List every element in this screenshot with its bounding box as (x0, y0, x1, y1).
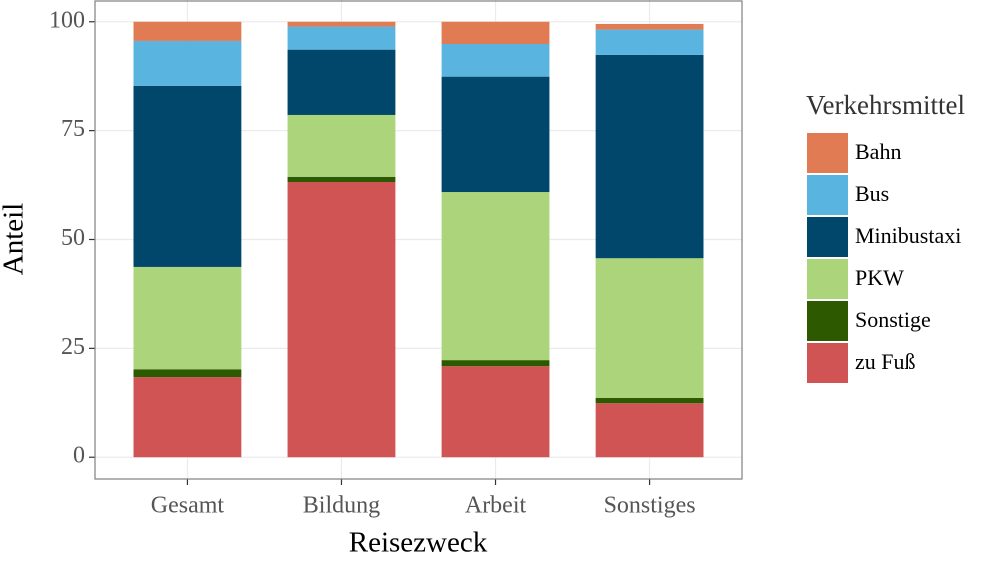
bar-segment (133, 40, 242, 86)
bar-segment (595, 398, 704, 404)
bar-segment (441, 366, 550, 458)
bar-segment (441, 21, 550, 44)
legend-title: Verkehrsmittel (806, 90, 965, 120)
bar-segment (133, 85, 242, 267)
bar-segment (287, 21, 396, 27)
bar-segment (441, 192, 550, 361)
y-axis-title: Anteil (0, 203, 30, 276)
bar-segment (595, 23, 704, 30)
bar-segment (133, 21, 242, 41)
bar-segment (595, 258, 704, 399)
y-tick-label: 100 (49, 7, 85, 33)
bar-segment (287, 49, 396, 115)
legend-key (807, 133, 848, 173)
legend-key (807, 217, 848, 257)
legend-label: zu Fuß (855, 349, 916, 374)
legend-label: PKW (855, 265, 904, 290)
bar-segment (287, 26, 396, 50)
bar-segment (133, 369, 242, 378)
bar-segment (287, 176, 396, 183)
bar-segment (287, 182, 396, 458)
legend-key (807, 343, 848, 383)
bar-segment (133, 266, 242, 370)
bar-segment (441, 43, 550, 77)
legend-label: Minibustaxi (855, 223, 961, 248)
bar-segment (441, 76, 550, 193)
bar-segment (595, 29, 704, 55)
x-tick-label: Bildung (303, 493, 380, 519)
legend-label: Sonstige (855, 307, 931, 332)
legend-key (807, 301, 848, 341)
bar-segment (287, 114, 396, 177)
bar-segment (595, 403, 704, 458)
x-tick-label: Sonstiges (604, 493, 696, 519)
y-tick-label: 75 (61, 116, 85, 142)
legend-key (807, 259, 848, 299)
bar-segment (133, 377, 242, 458)
legend-label: Bahn (855, 139, 901, 164)
x-tick-label: Arbeit (465, 493, 527, 519)
bar-segment (441, 360, 550, 367)
x-axis-title: Reisezweck (349, 527, 488, 559)
y-tick-label: 0 (73, 443, 85, 469)
legend-label: Bus (855, 181, 889, 206)
panel-border (94, 0, 743, 480)
bar-segment (595, 54, 704, 259)
y-tick-label: 25 (61, 334, 85, 360)
y-tick-label: 50 (61, 225, 85, 251)
x-tick-label: Gesamt (151, 493, 225, 519)
legend-key (807, 175, 848, 215)
